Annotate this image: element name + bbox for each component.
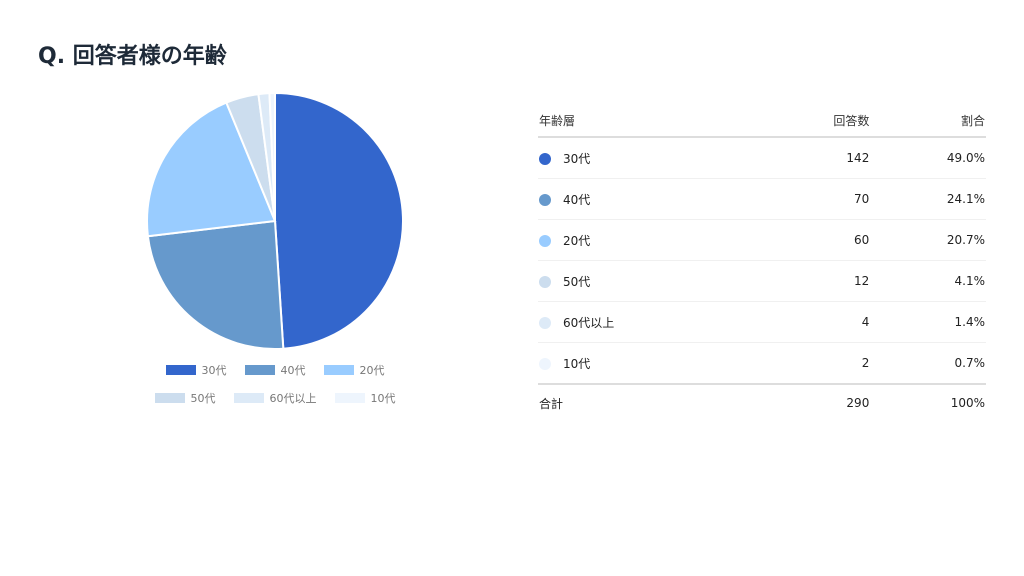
age-cell: 10代: [538, 342, 761, 385]
table-row: 40代 70 24.1%: [538, 178, 986, 220]
age-cell: 30代: [538, 137, 761, 179]
pie-chart: [146, 91, 404, 350]
age-label: 40代: [563, 192, 591, 207]
age-label: 30代: [563, 151, 591, 166]
pct-cell: 24.1%: [870, 178, 986, 220]
pct-cell: 20.7%: [870, 219, 986, 261]
count-cell: 4: [760, 301, 871, 343]
table-row: 10代 2 0.7%: [538, 342, 986, 385]
table-row: 30代 142 49.0%: [538, 137, 986, 179]
total-count: 290: [760, 383, 871, 421]
color-dot: [539, 317, 551, 329]
pie-slice-40代: [146, 219, 285, 350]
age-cell: 50代: [538, 260, 761, 302]
legend-item[interactable]: 20代: [323, 362, 385, 378]
header-age: 年齢層: [538, 104, 761, 138]
legend-label: 50代: [190, 392, 216, 405]
legend-item[interactable]: 50代: [154, 390, 216, 406]
count-cell: 2: [760, 342, 871, 385]
legend-label: 20代: [359, 364, 385, 377]
color-dot: [539, 358, 551, 370]
age-cell: 60代以上: [538, 301, 761, 343]
total-label: 合計: [538, 383, 761, 421]
pct-cell: 1.4%: [870, 301, 986, 343]
legend-item[interactable]: 30代: [165, 362, 227, 378]
color-dot: [539, 276, 551, 288]
color-dot: [539, 153, 551, 165]
legend-swatch: [233, 393, 264, 403]
pct-cell: 49.0%: [870, 137, 986, 179]
age-label: 20代: [563, 233, 591, 248]
legend-label: 10代: [370, 392, 396, 405]
age-label: 50代: [563, 274, 591, 289]
table-row: 60代以上 4 1.4%: [538, 301, 986, 343]
age-cell: 40代: [538, 178, 761, 220]
legend-swatch: [323, 365, 354, 375]
legend-item[interactable]: 40代: [244, 362, 306, 378]
chart-legend: 30代 40代 20代 50代 60代以上 10代: [140, 362, 410, 418]
count-cell: 142: [760, 137, 871, 179]
count-cell: 60: [760, 219, 871, 261]
legend-swatch: [154, 393, 185, 403]
legend-label: 60代以上: [269, 392, 317, 405]
total-row: 合計 290 100%: [538, 383, 986, 421]
pct-cell: 4.1%: [870, 260, 986, 302]
legend-label: 40代: [280, 364, 306, 377]
pie-slice-30代: [274, 91, 404, 350]
color-dot: [539, 194, 551, 206]
legend-item[interactable]: 60代以上: [233, 390, 317, 406]
legend-label: 30代: [201, 364, 227, 377]
age-label: 10代: [563, 356, 591, 371]
table-row: 50代 12 4.1%: [538, 260, 986, 302]
legend-swatch: [165, 365, 196, 375]
age-label: 60代以上: [563, 315, 615, 330]
pie-slice-20代: [146, 101, 277, 238]
data-table: 年齢層 回答数 割合 30代 142 49.0% 40代 70 24.1% 20代 60 20.…: [538, 104, 986, 421]
pie-slice-10代: [268, 91, 276, 222]
legend-swatch: [244, 365, 275, 375]
header-count: 回答数: [760, 104, 871, 138]
header-pct: 割合: [870, 104, 986, 138]
count-cell: 12: [760, 260, 871, 302]
pct-cell: 0.7%: [870, 342, 986, 385]
legend-item[interactable]: 10代: [334, 390, 396, 406]
age-cell: 20代: [538, 219, 761, 261]
legend-swatch: [334, 393, 365, 403]
page-title: Q. 回答者様の年齢: [38, 44, 227, 69]
count-cell: 70: [760, 178, 871, 220]
table-row: 20代 60 20.7%: [538, 219, 986, 261]
color-dot: [539, 235, 551, 247]
total-pct: 100%: [870, 383, 986, 421]
